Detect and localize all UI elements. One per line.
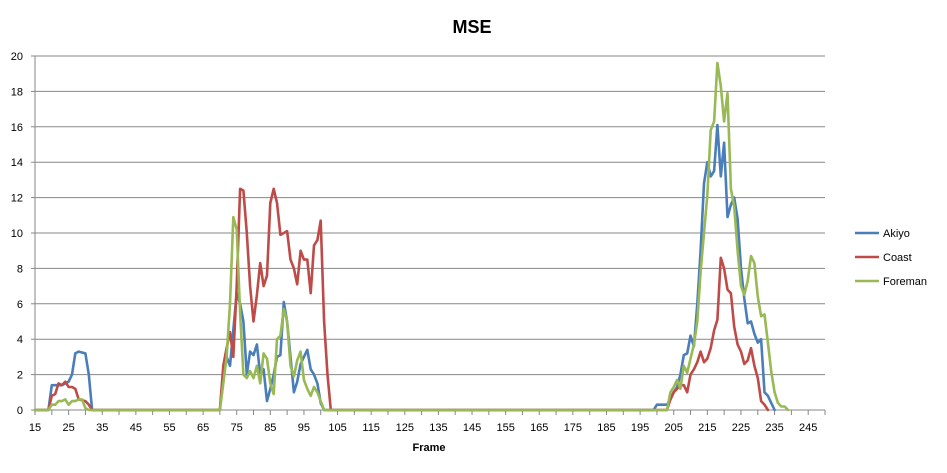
chart-title: MSE <box>452 17 491 37</box>
y-tick-label: 18 <box>11 86 23 98</box>
x-tick-label: 145 <box>463 422 481 434</box>
y-tick-label: 20 <box>11 51 23 63</box>
x-tick-label: 135 <box>429 422 447 434</box>
gridlines <box>35 55 825 376</box>
x-tick-label: 205 <box>665 422 683 434</box>
x-tick-label: 85 <box>264 422 276 434</box>
x-tick-label: 225 <box>732 422 750 434</box>
legend-label-akiyo: Akiyo <box>883 228 910 240</box>
x-tick-label: 195 <box>631 422 649 434</box>
y-tick-label: 2 <box>17 370 23 382</box>
y-tick-label: 16 <box>11 122 23 134</box>
y-axis-tick-labels: 0 2 4 6 8 10 12 14 16 18 20 <box>11 51 23 417</box>
y-tick-label: 6 <box>17 299 23 311</box>
x-tick-label: 215 <box>698 422 716 434</box>
x-tick-label: 95 <box>298 422 310 434</box>
x-tick-label: 245 <box>799 422 817 434</box>
y-tick-label: 10 <box>11 228 23 240</box>
x-tick-label: 105 <box>328 422 346 434</box>
x-tick-label: 155 <box>496 422 514 434</box>
x-tick-label: 115 <box>362 422 380 434</box>
x-tick-label: 235 <box>765 422 783 434</box>
series-line-foreman <box>33 61 790 412</box>
series-lines <box>33 61 790 412</box>
y-tick-label: 14 <box>11 157 23 169</box>
y-tick-label: 8 <box>17 263 23 275</box>
x-tick-label: 185 <box>597 422 615 434</box>
x-axis-title: Frame <box>412 442 445 454</box>
legend-label-foreman: Foreman <box>883 276 927 288</box>
legend: Akiyo Coast Foreman <box>855 228 927 288</box>
y-tick-label: 4 <box>17 334 23 346</box>
x-tick-label: 125 <box>396 422 414 434</box>
x-tick-label: 45 <box>130 422 142 434</box>
x-tick-label: 175 <box>564 422 582 434</box>
x-tick-label: 15 <box>29 422 41 434</box>
y-tick-label: 0 <box>17 405 23 417</box>
x-tick-label: 75 <box>231 422 243 434</box>
x-tick-label: 65 <box>197 422 209 434</box>
x-tick-label: 25 <box>62 422 74 434</box>
x-tick-label: 165 <box>530 422 548 434</box>
x-axis-tick-labels: 15 25 35 45 55 65 75 85 95 105 115 125 135 145 155 165 1… <box>29 422 817 434</box>
legend-label-coast: Coast <box>883 252 912 264</box>
x-tick-label: 35 <box>96 422 108 434</box>
y-tick-label: 12 <box>11 193 23 205</box>
x-tick-label: 55 <box>163 422 175 434</box>
